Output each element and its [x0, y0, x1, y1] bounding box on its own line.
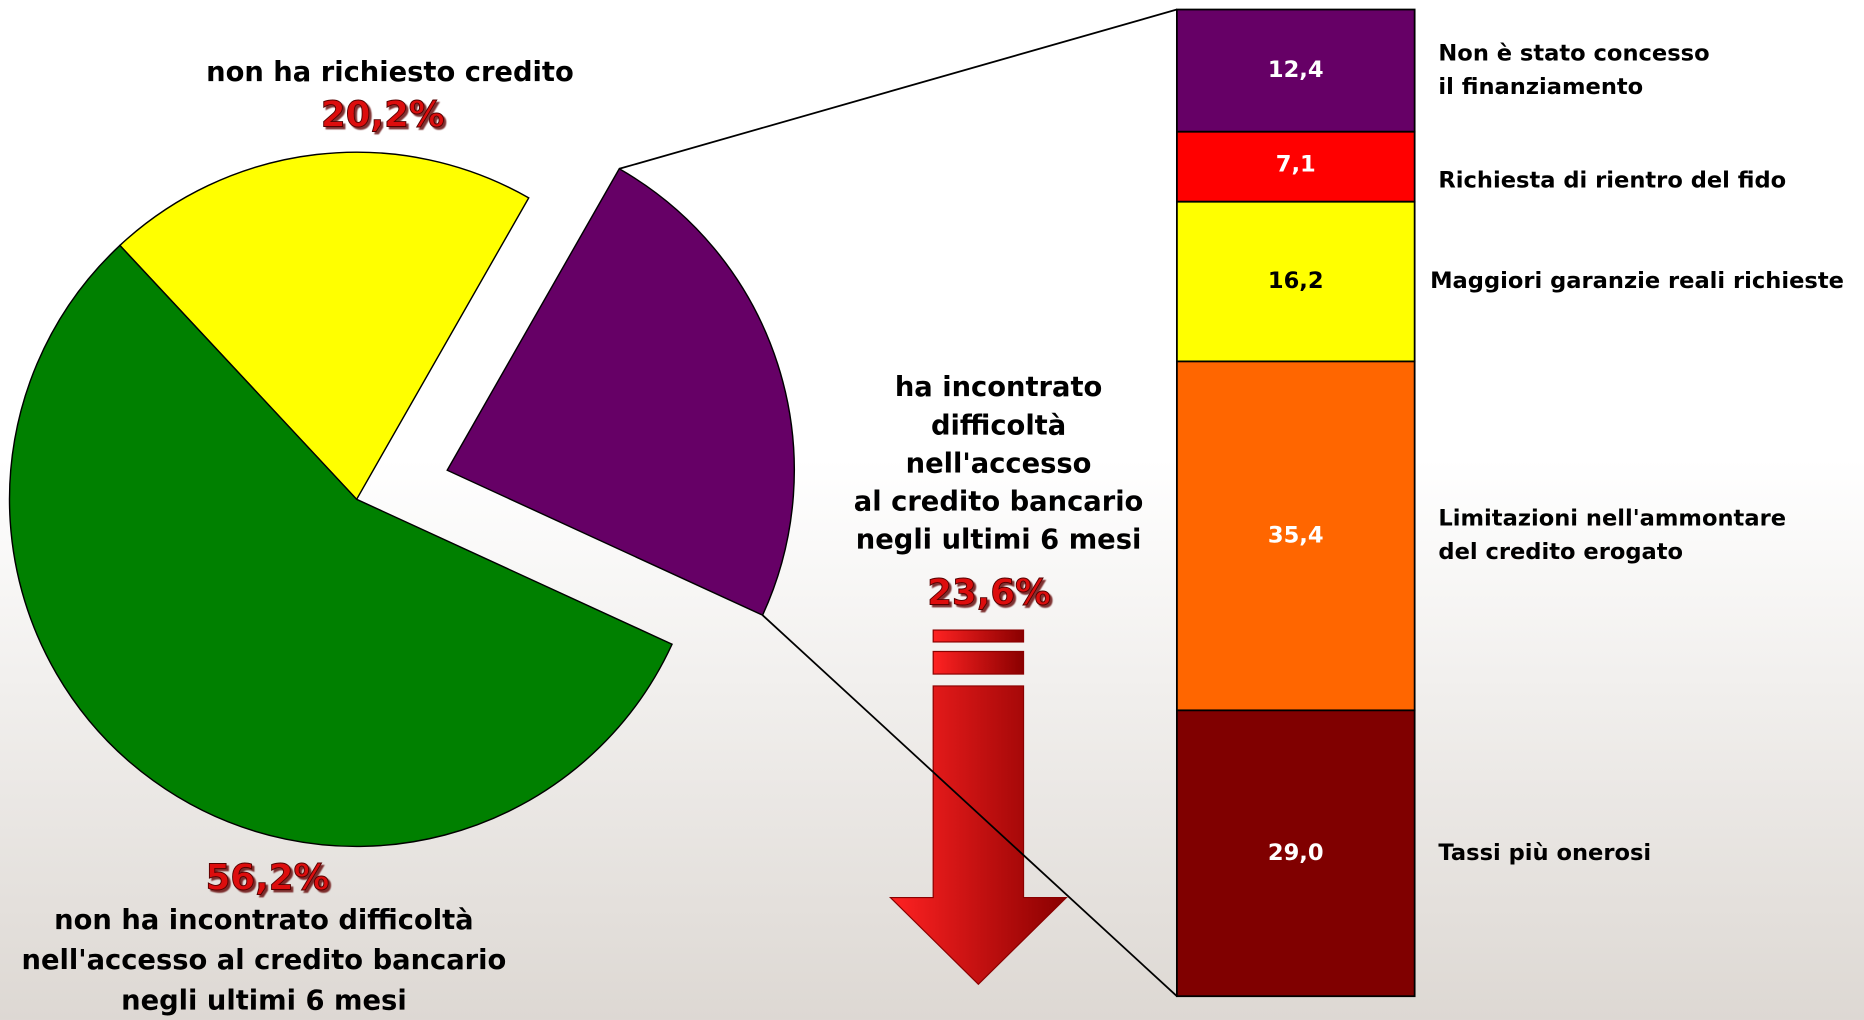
- pie-value-label: 20,2%: [321, 95, 445, 136]
- arrow: [888, 629, 1068, 986]
- pie-label: nell'accesso al credito bancario: [21, 945, 506, 976]
- bar-value-label: 16,2: [1268, 268, 1324, 294]
- pie-label: ha incontrato: [895, 372, 1102, 403]
- bar-segment: [1175, 130, 1416, 203]
- pie-label: nell'accesso: [906, 448, 1092, 479]
- pie-label: negli ultimi 6 mesi: [856, 524, 1142, 555]
- bar-category-label: Richiesta di rientro del fido: [1438, 168, 1786, 194]
- pie-label: non ha richiesto credito: [206, 57, 574, 88]
- pie-label: al credito bancario: [854, 486, 1144, 517]
- bar-category-label: Limitazioni nell'ammontare: [1438, 506, 1786, 532]
- bar-segment: [1175, 709, 1416, 998]
- bar-category-label: il finanziamento: [1438, 74, 1643, 100]
- bar-category-label: Non è stato concesso: [1438, 40, 1709, 66]
- pie-label: difficoltà: [931, 410, 1066, 441]
- pie-slice: [118, 151, 530, 501]
- bar-segment: [1175, 200, 1416, 363]
- pie-slice: [8, 244, 673, 848]
- pie-value-label: 56,2%: [206, 858, 330, 899]
- bar-segment: [1175, 8, 1416, 133]
- connector-line: [761, 614, 1178, 997]
- pie-label: non ha incontrato difficoltà: [54, 905, 473, 936]
- pie-label: negli ultimi 6 mesi: [121, 986, 407, 1017]
- bar-segment: [1175, 360, 1416, 712]
- bar-category-label: Tassi più onerosi: [1438, 840, 1651, 866]
- bar-category-label: Maggiori garanzie reali richieste: [1430, 268, 1844, 294]
- bar-value-label: 7,1: [1276, 152, 1316, 178]
- connector-line: [619, 8, 1178, 170]
- bar-value-label: 35,4: [1268, 522, 1324, 548]
- pie-value-label: 23,6%: [927, 572, 1051, 613]
- bar-value-label: 29,0: [1268, 840, 1324, 866]
- pie-slice: [446, 167, 796, 617]
- bar-value-label: 12,4: [1268, 57, 1324, 83]
- bar-category-label: del credito erogato: [1438, 539, 1683, 565]
